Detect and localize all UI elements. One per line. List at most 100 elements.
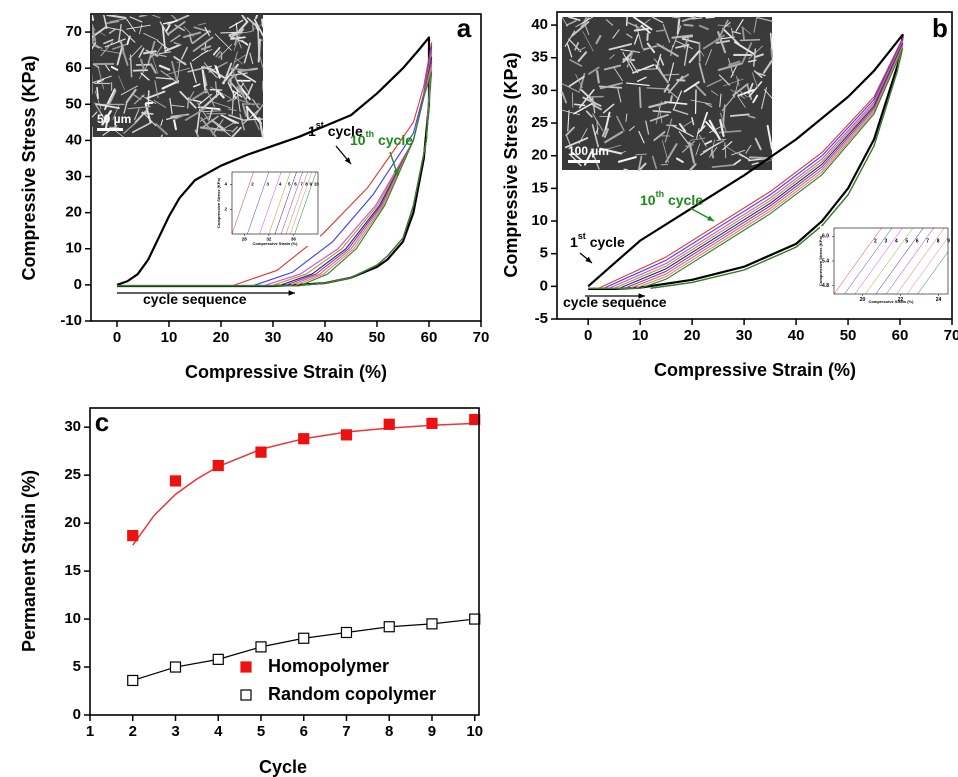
- fiber: [241, 40, 249, 46]
- fiber: [753, 48, 757, 67]
- x-tick-label: 60: [892, 327, 909, 344]
- fiber: [149, 63, 157, 74]
- fiber: [103, 38, 114, 45]
- marker: [383, 418, 395, 430]
- fiber: [231, 126, 238, 133]
- fiber: [723, 144, 744, 158]
- fiber: [155, 76, 174, 80]
- fiber: [733, 159, 742, 166]
- fiber: [724, 142, 727, 159]
- fiber: [723, 78, 744, 87]
- curve: [268, 172, 291, 234]
- fiber: [676, 18, 681, 35]
- scale-bar-label: 100 µm: [568, 144, 609, 158]
- fiber: [756, 16, 773, 22]
- fiber: [234, 33, 239, 46]
- fiber: [108, 90, 117, 105]
- fiber: [158, 51, 171, 55]
- fiber: [705, 120, 718, 135]
- fiber: [658, 105, 663, 124]
- fiber: [214, 65, 221, 79]
- y-tick-label: 10: [64, 610, 81, 627]
- fiber: [166, 67, 190, 75]
- fiber: [698, 62, 706, 84]
- fiber: [637, 68, 658, 71]
- marker: [340, 429, 353, 441]
- fiber: [626, 49, 634, 68]
- curve: [117, 71, 433, 287]
- fiber: [227, 94, 240, 103]
- axes-frame: [556, 11, 953, 320]
- fiber: [246, 17, 261, 30]
- x-tick-label: 5: [257, 723, 265, 740]
- fiber: [634, 34, 639, 45]
- fiber: [254, 119, 260, 131]
- fiber: [564, 30, 576, 47]
- fiber: [235, 57, 243, 65]
- fiber: [751, 72, 759, 89]
- fiber: [242, 108, 261, 125]
- fiber: [753, 16, 758, 33]
- annotation-part: th: [656, 189, 665, 199]
- legend-marker: [240, 689, 252, 701]
- fiber: [566, 43, 573, 58]
- fiber: [90, 24, 97, 42]
- curve: [290, 172, 313, 234]
- fiber: [187, 65, 212, 73]
- fiber: [728, 60, 741, 66]
- y-tick-label: 10: [65, 240, 82, 257]
- fiber: [261, 18, 265, 28]
- fiber: [671, 16, 681, 19]
- fiber: [638, 130, 645, 144]
- y-tick-label: 5: [73, 658, 81, 675]
- fiber: [165, 24, 171, 32]
- fiber: [672, 109, 689, 115]
- fiber: [197, 22, 207, 26]
- fiber: [258, 117, 265, 139]
- marker: [255, 446, 267, 458]
- fiber: [690, 137, 706, 141]
- fiber: [603, 64, 622, 71]
- fiber: [245, 105, 262, 125]
- x-tick-label: 30: [736, 327, 753, 344]
- fiber: [625, 16, 628, 27]
- y-axis-label: Compressive Stress (KPa): [19, 55, 39, 280]
- fiber: [96, 86, 99, 100]
- fiber: [212, 46, 221, 56]
- x-tick-label: 40: [317, 329, 334, 346]
- panel-label: a: [457, 13, 472, 43]
- fiber: [681, 37, 700, 44]
- fiber: [561, 83, 581, 93]
- fiber: [655, 29, 666, 33]
- fiber: [123, 102, 128, 114]
- fiber: [140, 72, 150, 81]
- fiber: [604, 130, 624, 144]
- fiber: [561, 91, 568, 104]
- annotation: cycle sequence: [143, 291, 247, 307]
- fiber: [673, 90, 682, 110]
- fiber: [216, 89, 225, 99]
- fiber: [678, 123, 687, 133]
- arrow-head: [344, 157, 351, 164]
- x-tick-label: 20: [213, 329, 230, 346]
- fiber: [694, 83, 707, 96]
- y-tick-label: 35: [531, 49, 548, 66]
- fiber: [105, 20, 120, 25]
- fiber: [710, 139, 716, 157]
- fiber: [203, 92, 221, 109]
- y-tick-label: -5: [535, 310, 548, 327]
- fiber: [564, 137, 589, 149]
- fiber: [751, 162, 759, 166]
- fiber: [158, 64, 171, 71]
- fiber: [161, 80, 180, 90]
- y-tick-label: 60: [65, 59, 82, 76]
- fiber: [203, 62, 217, 78]
- y-tick-label: 5.4: [822, 258, 829, 264]
- fiber: [741, 42, 753, 65]
- arrow-head: [393, 169, 399, 176]
- fiber: [143, 33, 159, 41]
- fiber: [169, 97, 173, 115]
- fiber: [617, 88, 622, 103]
- annotation-part: cycle: [374, 132, 413, 148]
